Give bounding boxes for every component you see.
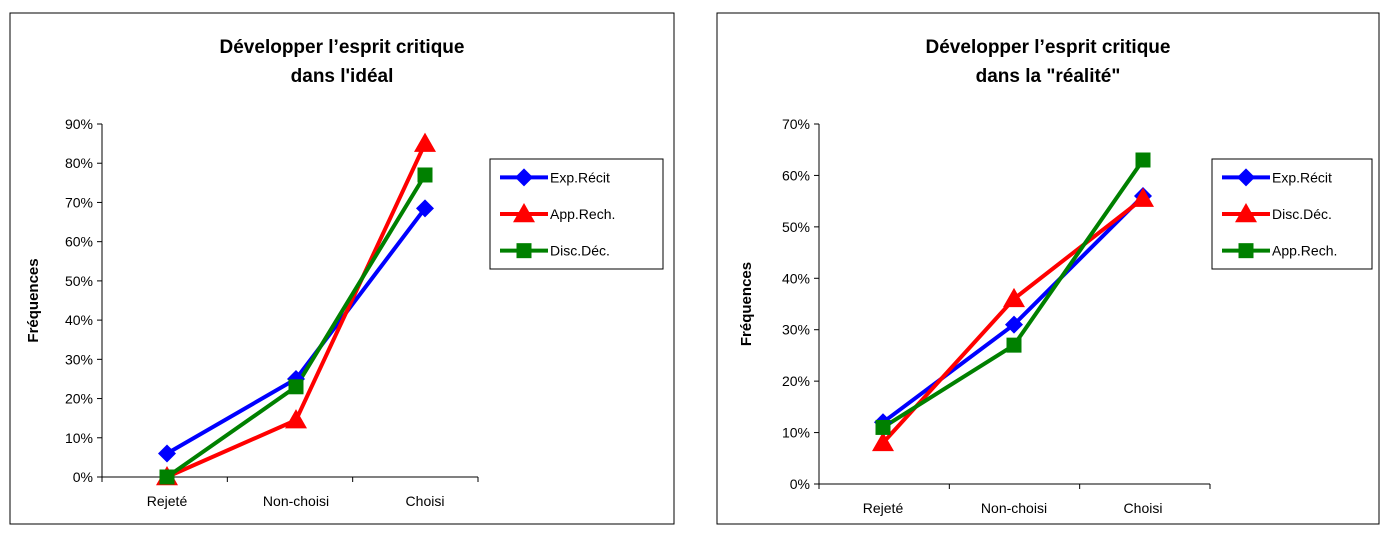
legend-marker: [513, 203, 535, 223]
chart-title-line: Développer l’esprit critique: [926, 37, 1171, 58]
x-tick-label: Rejeté: [147, 493, 188, 509]
x-tick-label: Choisi: [406, 493, 445, 509]
y-tick-label: 50%: [65, 273, 93, 289]
data-point: [288, 379, 304, 395]
data-point: [1132, 187, 1154, 207]
chart-title-line: Développer l’esprit critique: [220, 37, 465, 58]
y-tick-label: 0%: [790, 476, 810, 492]
y-tick-label: 50%: [782, 219, 810, 235]
legend-marker: [516, 243, 532, 259]
y-tick-label: 20%: [65, 391, 93, 407]
y-axis-label: Fréquences: [738, 262, 755, 346]
x-tick-label: Non-choisi: [263, 493, 329, 509]
legend-marker: [1237, 168, 1255, 187]
legend-label: App.Rech.: [1272, 243, 1337, 259]
y-tick-label: 70%: [65, 194, 93, 210]
data-point: [417, 167, 433, 183]
legend-label: Exp.Récit: [550, 169, 610, 185]
y-tick-label: 60%: [782, 167, 810, 183]
y-tick-label: 40%: [782, 270, 810, 286]
y-tick-label: 20%: [782, 373, 810, 389]
y-tick-label: 30%: [65, 351, 93, 367]
data-point: [1003, 287, 1025, 308]
legend-marker: [1238, 243, 1254, 259]
legend-marker: [515, 168, 533, 187]
y-tick-label: 10%: [782, 425, 810, 441]
y-tick-label: 90%: [65, 116, 93, 132]
data-point: [1135, 152, 1151, 168]
y-tick-label: 80%: [65, 155, 93, 171]
chart-title-line: dans la "réalité": [976, 66, 1121, 87]
y-tick-label: 30%: [782, 322, 810, 338]
data-point: [1006, 337, 1022, 353]
y-axis-label: Fréquences: [25, 258, 42, 342]
data-point: [158, 444, 176, 463]
chart-1: Développer l’esprit critique dans l'idéal…: [9, 12, 675, 525]
data-point: [285, 409, 307, 429]
data-point: [872, 431, 894, 452]
y-tick-label: 40%: [65, 312, 93, 328]
legend-label: Disc.Déc.: [550, 243, 610, 259]
x-tick-label: Choisi: [1124, 500, 1163, 516]
y-tick-label: 70%: [782, 116, 810, 132]
legend-label: App.Rech.: [550, 206, 615, 222]
data-point: [159, 469, 175, 485]
y-tick-label: 60%: [65, 234, 93, 250]
chart-title-line: dans l'idéal: [291, 66, 394, 87]
x-tick-label: Non-choisi: [981, 500, 1047, 516]
y-tick-label: 0%: [73, 469, 93, 485]
x-tick-label: Rejeté: [863, 500, 904, 516]
data-point: [416, 199, 434, 218]
data-point: [1005, 315, 1023, 334]
y-tick-label: 10%: [65, 430, 93, 446]
legend-label: Exp.Récit: [1272, 169, 1332, 185]
chart-2: Développer l’esprit critique dans la "réa…: [716, 12, 1380, 525]
data-point: [414, 132, 436, 152]
legend-label: Disc.Déc.: [1272, 206, 1332, 222]
legend-marker: [1235, 203, 1257, 223]
data-point: [875, 419, 891, 435]
